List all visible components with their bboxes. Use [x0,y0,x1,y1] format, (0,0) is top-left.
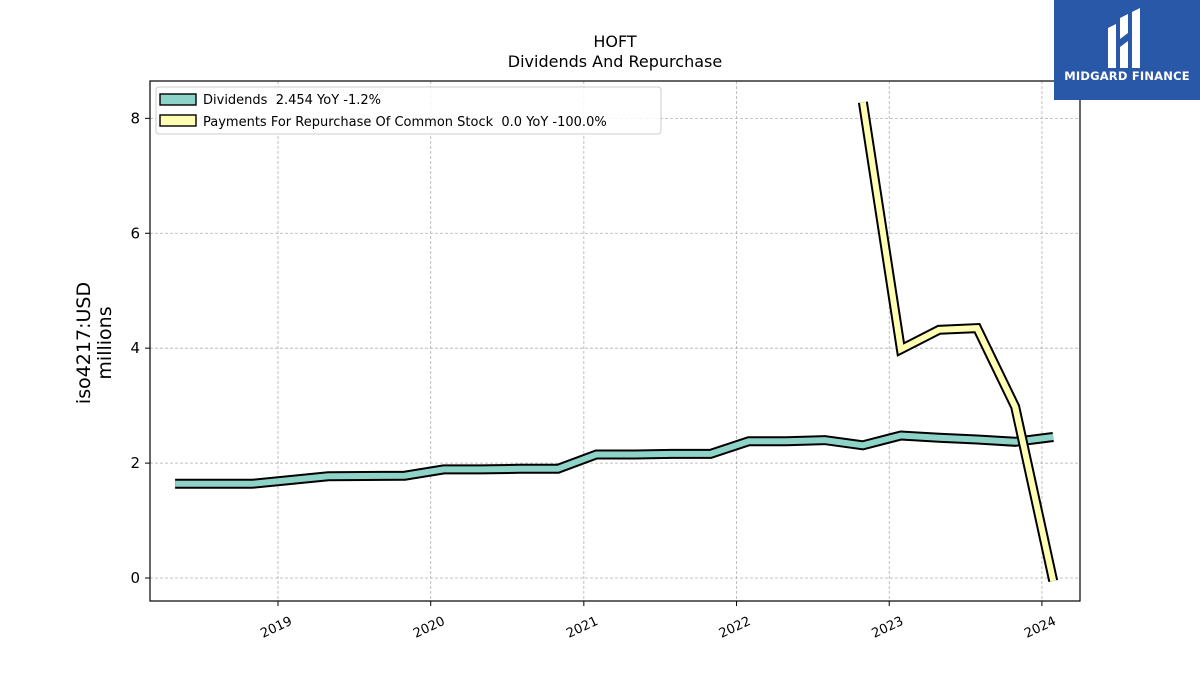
legend-swatch-repurchase [159,114,197,127]
plot-frame [149,80,1081,602]
midgard-logo-icon [1108,8,1140,68]
x-tick-label: 2022 [717,614,753,642]
y-tick-label: 4 [130,339,140,357]
chart-subtitle: Dividends And Repurchase [508,52,722,71]
series-1 [857,101,1059,582]
series-line-outline [857,101,1059,582]
x-tick-label: 2023 [870,614,906,642]
chart-title: HOFT [593,32,637,51]
axes: 0 2 4 6 8 2019 2020 2021 2022 2023 2024 [130,109,1058,641]
x-tick-label: 2020 [411,614,447,642]
y-tick-label: 0 [130,569,140,587]
x-tick-label: 2024 [1022,614,1058,642]
y-tick-label: 6 [130,224,140,242]
x-tick-label: 2019 [258,614,294,642]
legend-swatch-dividends [159,93,197,106]
brand-logo: MIDGARD FINANCE [1054,0,1200,100]
y-tick-label: 2 [130,454,140,472]
series-line [175,432,1054,487]
series-0 [175,430,1054,489]
grid [150,81,1080,601]
series-layer [175,101,1059,582]
x-tick-label: 2021 [564,614,600,642]
y-axis-label: iso4217:USD millions [73,282,116,404]
legend: Dividends 2.454 YoY -1.2% Payments For R… [155,86,662,135]
series-line [859,101,1057,582]
brand-name: MIDGARD FINANCE [1064,69,1190,83]
legend-label-repurchase: Payments For Repurchase Of Common Stock … [203,115,607,130]
legend-box [155,86,662,135]
y-axis-label-scale: millions [94,306,116,379]
legend-label-dividends: Dividends 2.454 YoY -1.2% [203,93,381,108]
y-axis-label-unit: iso4217:USD [73,282,95,404]
y-tick-label: 8 [130,109,140,127]
